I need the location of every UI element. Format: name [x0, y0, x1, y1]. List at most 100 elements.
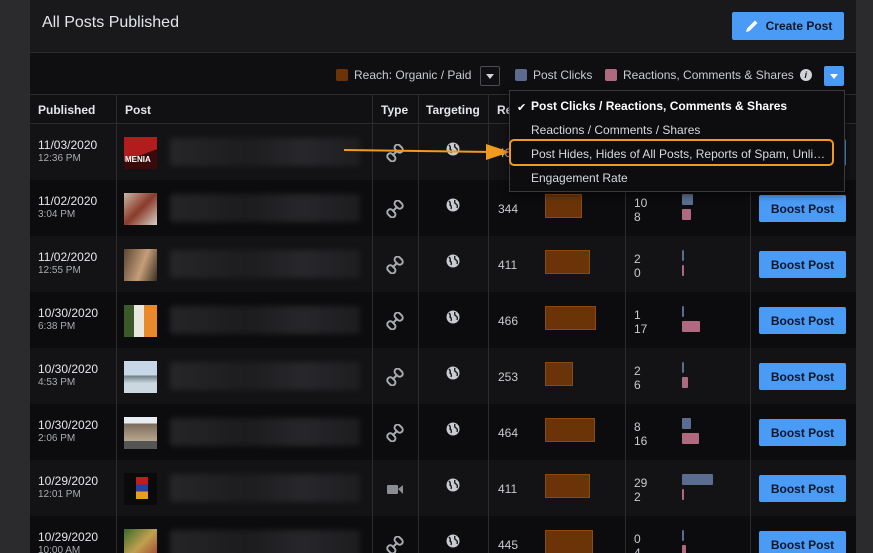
- check-icon: ✔: [517, 102, 527, 114]
- globe-icon: [446, 310, 460, 324]
- link-icon: [386, 312, 404, 330]
- chevron-down-icon: [830, 73, 838, 79]
- reach-dropdown-button[interactable]: [480, 66, 500, 86]
- post-thumbnail[interactable]: [124, 473, 157, 505]
- col-type[interactable]: Type: [381, 103, 409, 117]
- menu-item-negative-feedback[interactable]: Post Hides, Hides of All Posts, Reports …: [531, 147, 826, 161]
- col-targeting[interactable]: Targeting: [426, 103, 480, 117]
- clicks-bar: [682, 250, 684, 261]
- reach-value: 445: [498, 538, 519, 552]
- boost-post-button[interactable]: Boost Post: [759, 363, 846, 390]
- page-title: All Posts Published: [42, 14, 179, 31]
- post-thumbnail[interactable]: [124, 193, 157, 225]
- menu-item-engagement-rate[interactable]: Engagement Rate: [531, 171, 628, 185]
- reactions-bar: [682, 265, 684, 276]
- post-time: 4:53 PM: [38, 377, 76, 388]
- table-row: 10/30/2020 2:06 PM 464 8 16 Boost Post: [30, 404, 856, 460]
- menu-item-reactions-comments-shares[interactable]: Reactions / Comments / Shares: [531, 123, 701, 137]
- post-date: 11/02/2020 3:04 PM: [38, 194, 98, 220]
- clicks-value: 2: [634, 364, 641, 378]
- post-text-blurred[interactable]: [170, 418, 360, 446]
- clicks-bar: [682, 418, 691, 429]
- column-divider: [488, 94, 489, 553]
- chevron-down-icon: [486, 73, 494, 79]
- post-thumbnail[interactable]: MENIA: [124, 137, 157, 169]
- menu-item-clicks-reactions[interactable]: Post Clicks / Reactions, Comments & Shar…: [531, 99, 788, 113]
- post-text-blurred[interactable]: [170, 194, 360, 222]
- clicks-bar: [682, 530, 684, 541]
- table-row: 10/29/2020 12:01 PM 411 29 2 Boost Post: [30, 460, 856, 516]
- table-row: 11/02/2020 3:04 PM 344 10 8 Boost Post: [30, 180, 856, 236]
- col-post[interactable]: Post: [125, 103, 152, 117]
- pencil-icon: [745, 20, 758, 32]
- globe-icon: [446, 478, 460, 492]
- globe-icon: [446, 422, 460, 436]
- reactions-value: 6: [634, 378, 641, 392]
- boost-post-button[interactable]: Boost Post: [759, 251, 846, 278]
- post-thumbnail[interactable]: [124, 529, 157, 553]
- post-date: 10/29/2020 12:01 PM: [38, 474, 99, 500]
- reach-bar: [545, 530, 593, 553]
- reach-bar: [545, 362, 573, 386]
- reactions-bar: [682, 209, 691, 220]
- post-text-blurred[interactable]: [170, 362, 360, 390]
- column-divider: [372, 94, 373, 553]
- boost-post-button[interactable]: Boost Post: [759, 419, 846, 446]
- post-time: 3:04 PM: [38, 209, 76, 220]
- legend-reach-label: Reach: Organic / Paid: [354, 68, 472, 82]
- reactions-swatch: [605, 69, 617, 81]
- post-thumbnail[interactable]: [124, 361, 157, 393]
- column-divider: [116, 94, 117, 553]
- col-published[interactable]: Published: [38, 103, 96, 117]
- engagement-dropdown-button[interactable]: [824, 66, 844, 86]
- boost-post-button[interactable]: Boost Post: [759, 531, 846, 553]
- engagement-dropdown-menu: ✔ Post Clicks / Reactions, Comments & Sh…: [509, 90, 845, 192]
- post-time: 12:36 PM: [38, 153, 81, 164]
- post-thumbnail[interactable]: [124, 417, 157, 449]
- table-row: 11/02/2020 12:55 PM 411 2 0 Boost Post: [30, 236, 856, 292]
- legend-clicks-label: Post Clicks: [533, 68, 593, 82]
- info-icon[interactable]: i: [799, 69, 812, 81]
- post-thumbnail[interactable]: [124, 249, 157, 281]
- clicks-bar: [682, 194, 693, 205]
- post-date: 11/02/2020 12:55 PM: [38, 250, 98, 276]
- boost-post-button[interactable]: Boost Post: [759, 195, 846, 222]
- post-time: 10:00 AM: [38, 545, 81, 553]
- post-text-blurred[interactable]: [170, 474, 360, 502]
- reach-bar: [545, 306, 596, 330]
- legend-reach: Reach: Organic / Paid: [336, 68, 471, 82]
- link-icon: [386, 200, 404, 218]
- col-reach[interactable]: Re: [497, 103, 513, 117]
- post-thumbnail[interactable]: [124, 305, 157, 337]
- clicks-value: 1: [634, 308, 641, 322]
- annotation-highlight-box: [509, 139, 834, 166]
- post-time: 12:01 PM: [38, 489, 81, 500]
- legend-reactions: Reactions, Comments & Shares i: [605, 68, 812, 82]
- reach-bar: [545, 474, 590, 498]
- reactions-value: 16: [634, 434, 648, 448]
- reach-value: 466: [498, 314, 519, 328]
- create-post-button[interactable]: Create Post: [732, 12, 844, 40]
- clicks-value: 0: [634, 532, 641, 546]
- reach-value: 411: [498, 482, 518, 496]
- reach-swatch: [336, 69, 348, 81]
- legend-reactions-label: Reactions, Comments & Shares: [623, 68, 794, 82]
- reach-value: 411: [498, 258, 518, 272]
- clicks-value: 8: [634, 420, 641, 434]
- video-icon: [387, 485, 403, 494]
- post-text-blurred[interactable]: [170, 530, 360, 553]
- link-icon: [386, 256, 404, 274]
- reactions-value: 8: [634, 210, 641, 224]
- boost-post-button[interactable]: Boost Post: [759, 475, 846, 502]
- boost-post-button[interactable]: Boost Post: [759, 307, 846, 334]
- clicks-bar: [682, 474, 713, 485]
- post-text-blurred[interactable]: [170, 138, 360, 166]
- legend-clicks: Post Clicks: [515, 68, 592, 82]
- post-text-blurred[interactable]: [170, 250, 360, 278]
- reach-value: 344: [498, 202, 519, 216]
- post-text-blurred[interactable]: [170, 306, 360, 334]
- clicks-swatch: [515, 69, 527, 81]
- clicks-bar: [682, 306, 684, 317]
- globe-icon: [446, 198, 460, 212]
- post-date: 10/30/2020 4:53 PM: [38, 362, 99, 388]
